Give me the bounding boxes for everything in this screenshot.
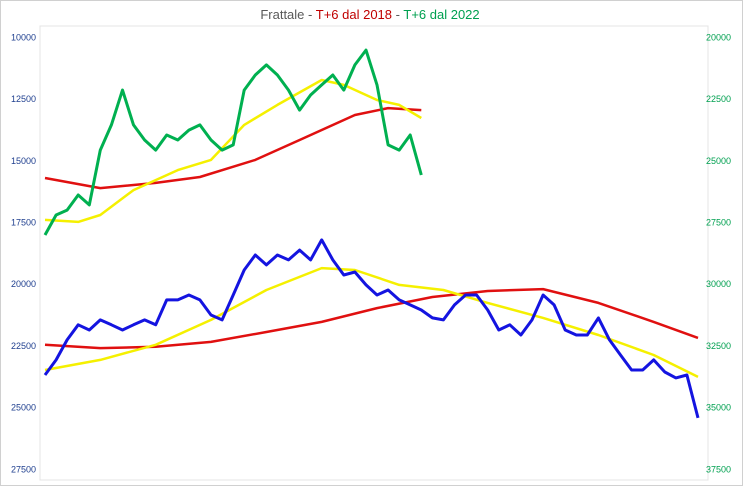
series-line	[43, 238, 700, 419]
y2-tick-label: 37500	[706, 464, 731, 474]
y-tick-label: 12500	[11, 94, 36, 104]
y2-tick-label: 20000	[706, 32, 731, 42]
y-tick-label: 25000	[11, 403, 36, 413]
title-part: T+6 dal 2018	[316, 7, 392, 22]
y-tick-label: 27500	[11, 464, 36, 474]
series-line	[44, 78, 422, 224]
y2-tick-label: 22500	[706, 94, 731, 104]
chart-title: Frattale - T+6 dal 2018 - T+6 dal 2022	[260, 7, 479, 22]
title-part: -	[396, 7, 400, 22]
y2-tick-label: 30000	[706, 279, 731, 289]
y-tick-label: 15000	[11, 156, 36, 166]
series-line	[44, 287, 699, 350]
y2-tick-label: 25000	[706, 156, 731, 166]
y2-tick-label: 32500	[706, 341, 731, 351]
y-tick-label: 17500	[11, 218, 36, 228]
title-part: Frattale	[260, 7, 304, 22]
series-line	[43, 48, 423, 236]
y2-tick-label: 35000	[706, 403, 731, 413]
series-line	[44, 106, 422, 190]
y-tick-label: 10000	[11, 32, 36, 42]
title-part: -	[308, 7, 312, 22]
title-part: T+6 dal 2022	[403, 7, 479, 22]
y2-tick-label: 27500	[706, 218, 731, 228]
plot-area	[39, 25, 709, 481]
y-tick-label: 22500	[11, 341, 36, 351]
y-tick-label: 20000	[11, 279, 36, 289]
